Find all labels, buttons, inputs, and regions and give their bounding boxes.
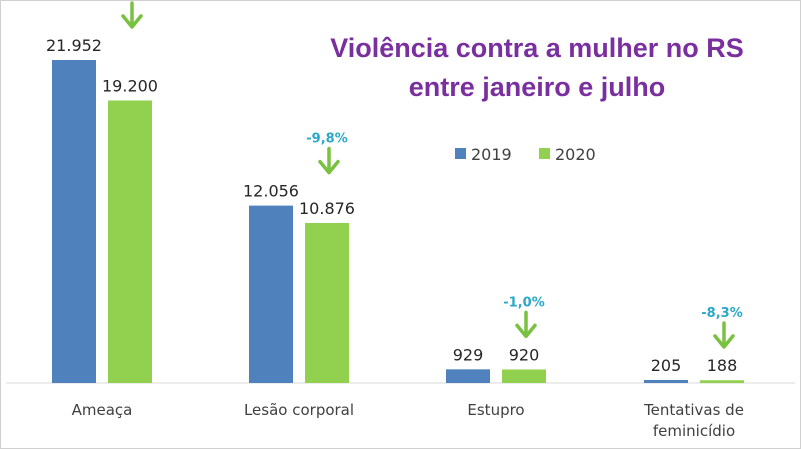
data-label-2020-1: 10.876 bbox=[299, 199, 355, 218]
bar-2020-3 bbox=[700, 380, 744, 383]
x-tick-label-2-0: Estupro bbox=[467, 401, 524, 419]
legend-label-2020: 2020 bbox=[555, 145, 596, 164]
x-tick-label-3-1: feminicídio bbox=[653, 422, 735, 440]
bar-2019-1 bbox=[249, 205, 293, 383]
bar-2020-2 bbox=[502, 369, 546, 383]
data-label-2019-1: 12.056 bbox=[243, 182, 299, 201]
legend-swatch-2020 bbox=[539, 148, 550, 159]
data-label-2019-2: 929 bbox=[453, 345, 484, 364]
bar-2019-0 bbox=[52, 60, 96, 383]
bar-2019-2 bbox=[446, 369, 490, 383]
legend-swatch-2019 bbox=[455, 148, 466, 159]
down-arrow-head-icon-3 bbox=[713, 334, 735, 349]
x-tick-label-0-0: Ameaça bbox=[72, 401, 133, 419]
x-tick-label-1-0: Lesão corporal bbox=[244, 401, 354, 419]
x-tick-label-3-0: Tentativas de bbox=[643, 401, 744, 419]
bar-2020-0 bbox=[108, 100, 152, 384]
data-label-2019-3: 205 bbox=[651, 356, 682, 375]
change-annotation-3: -8,3% bbox=[701, 306, 742, 321]
chart-title-line-2: entre janeiro e julho bbox=[409, 72, 666, 102]
down-arrow-head-icon-2 bbox=[515, 323, 537, 339]
data-label-2020-2: 920 bbox=[509, 345, 540, 364]
data-label-2020-0: 19.200 bbox=[102, 76, 158, 95]
change-annotation-2: -1,0% bbox=[503, 295, 544, 310]
legend: 2019 2020 bbox=[455, 145, 596, 164]
legend-label-2019: 2019 bbox=[471, 145, 512, 164]
change-annotation-0: -12,5% bbox=[105, 0, 156, 1]
down-arrow-head-icon-1 bbox=[318, 159, 340, 175]
change-annotation-1: -9,8% bbox=[306, 132, 347, 147]
down-arrow-head-icon-0 bbox=[121, 14, 143, 29]
data-label-2020-3: 188 bbox=[707, 356, 738, 375]
data-label-2019-0: 21.952 bbox=[46, 36, 102, 55]
bar-2020-1 bbox=[305, 222, 349, 383]
bar-2019-3 bbox=[644, 379, 688, 383]
chart-title-line-1: Violência contra a mulher no RS bbox=[330, 33, 744, 63]
